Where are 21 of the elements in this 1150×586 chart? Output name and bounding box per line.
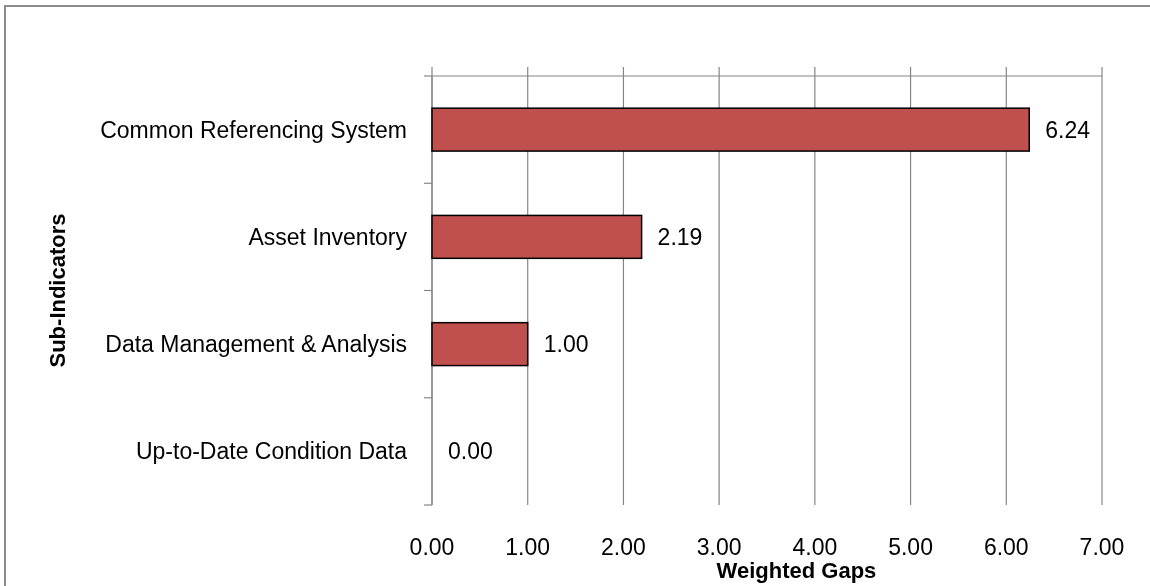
y-tick-label: Data Management & Analysis (105, 331, 407, 358)
x-axis-title: Weighted Gaps (716, 558, 877, 583)
x-tick-label: 5.00 (888, 534, 933, 560)
x-tick-label: 2.00 (601, 534, 646, 560)
y-tick-label: Up-to-Date Condition Data (135, 438, 408, 465)
data-label: 6.24 (1045, 116, 1091, 143)
x-tick-label: 4.00 (792, 534, 838, 560)
y-axis-title: Sub-Indicators (45, 213, 70, 368)
data-label: 1.00 (543, 331, 589, 358)
y-tick-label: Common Referencing System (100, 116, 407, 143)
x-tick-label: 0.00 (409, 534, 455, 560)
x-tick-label: 3.00 (696, 534, 742, 560)
data-label: 2.19 (657, 223, 703, 250)
x-tick-label: 6.00 (983, 534, 1029, 560)
x-tick-label: 7.00 (1079, 534, 1125, 560)
bar (431, 321, 529, 367)
bar (431, 107, 1031, 152)
bar (431, 214, 643, 260)
x-tick-label: 1.00 (505, 534, 551, 560)
data-label: 0.00 (448, 438, 493, 465)
y-tick-label: Asset Inventory (248, 223, 408, 250)
